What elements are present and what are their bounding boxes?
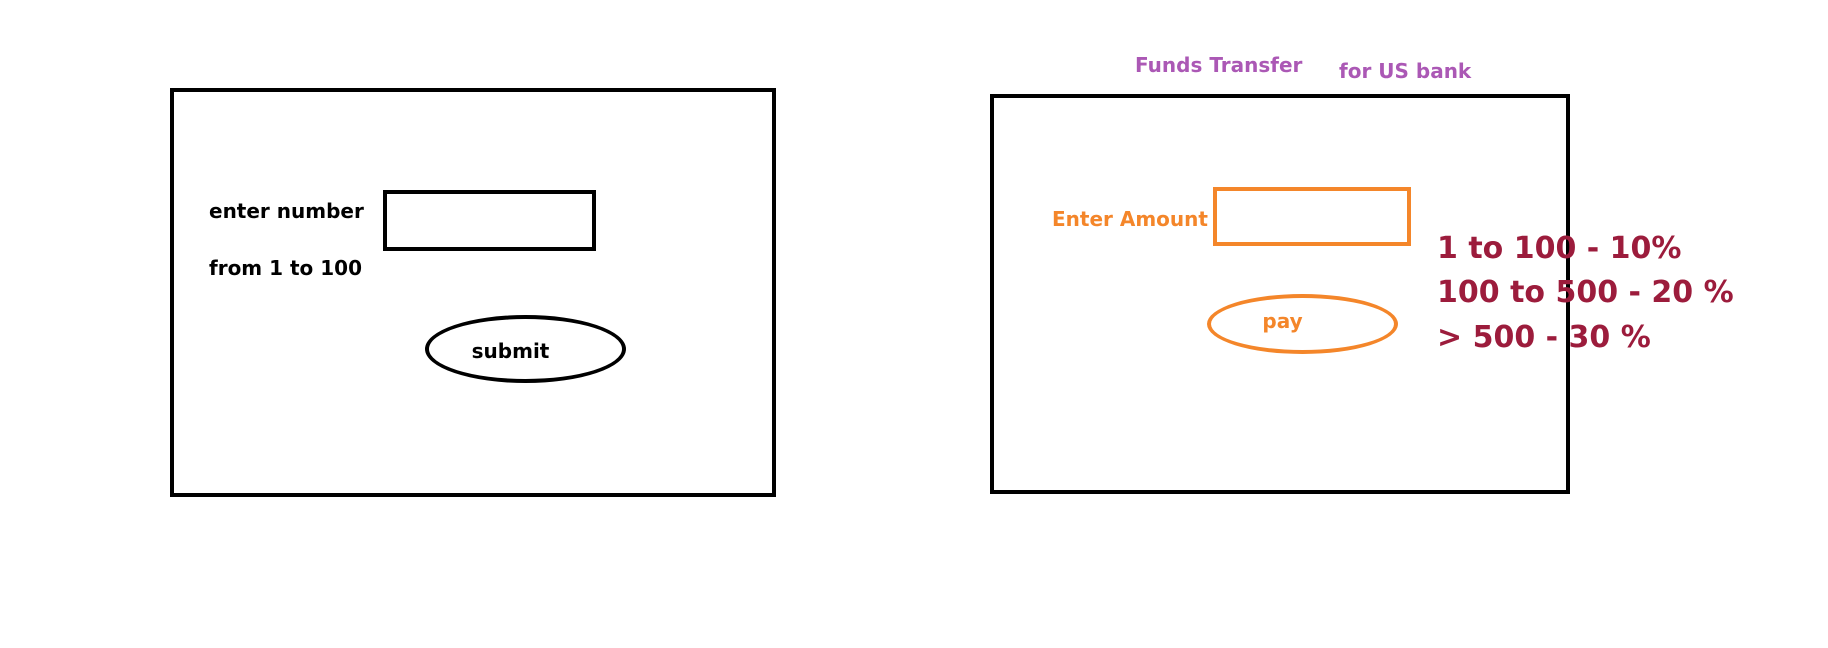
enter-amount-label: Enter Amount — [1052, 207, 1208, 231]
enter-number-label: enter number — [209, 199, 364, 223]
amount-input[interactable] — [1213, 187, 1411, 246]
number-range-label: from 1 to 100 — [209, 256, 362, 280]
pay-button[interactable]: pay — [1207, 294, 1398, 354]
rate-tier-2: 100 to 500 - 20 % — [1437, 275, 1734, 310]
number-form-frame — [170, 88, 776, 497]
funds-transfer-title: Funds Transfer — [1135, 53, 1303, 77]
pay-button-label: pay — [1262, 309, 1303, 333]
rate-tier-3: > 500 - 30 % — [1437, 320, 1651, 355]
rate-tier-1: 1 to 100 - 10% — [1437, 231, 1682, 266]
number-input[interactable] — [383, 190, 596, 251]
submit-button[interactable]: submit — [425, 315, 626, 383]
submit-button-label: submit — [471, 339, 550, 363]
us-bank-subtitle: for US bank — [1339, 59, 1472, 83]
